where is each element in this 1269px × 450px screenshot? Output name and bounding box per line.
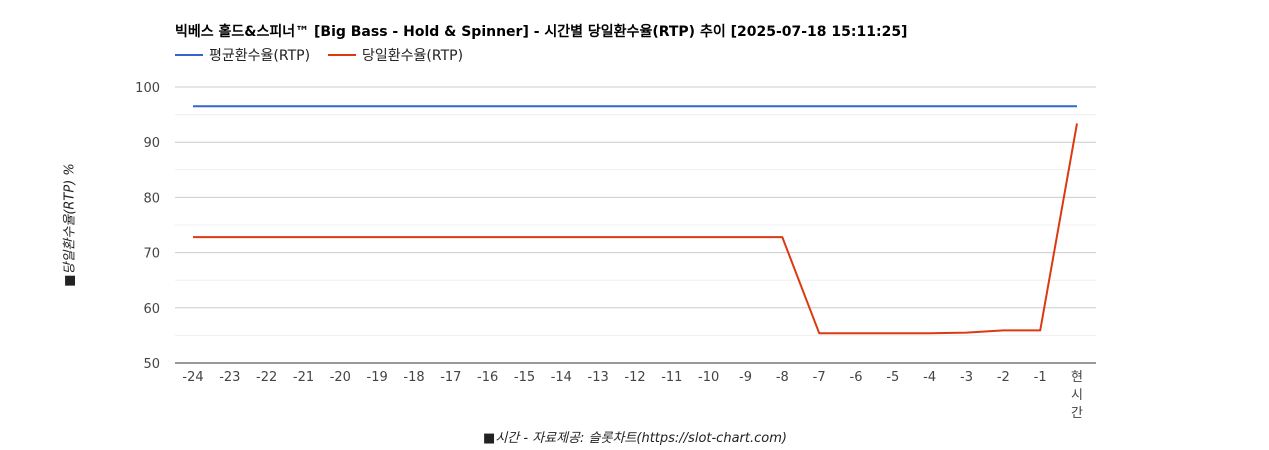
series-0-point — [524, 105, 526, 107]
series-1-point — [745, 236, 747, 238]
series-1-point — [597, 236, 599, 238]
series-0-point — [192, 105, 194, 107]
x-tick-label: -15 — [514, 370, 535, 385]
y-tick-label: 70 — [143, 247, 160, 262]
series-1-point — [818, 332, 820, 334]
legend-label-daily-rtp: 당일환수율(RTP) — [362, 48, 464, 64]
series-0-point — [818, 105, 820, 107]
x-tick-label: -6 — [850, 370, 863, 385]
series-0-point — [339, 105, 341, 107]
series-1-point — [671, 236, 673, 238]
x-tick-label: -9 — [739, 370, 752, 385]
series-0-point — [671, 105, 673, 107]
legend-item-daily-rtp[interactable]: 당일환수율(RTP) — [328, 45, 463, 65]
x-tick-label: -21 — [293, 370, 314, 385]
y-tick-label: 60 — [143, 302, 160, 317]
series-1-point — [266, 236, 268, 238]
legend: 평균환수율(RTP) 당일환수율(RTP) — [175, 45, 481, 65]
series-1-point — [450, 236, 452, 238]
series-1-point — [303, 236, 305, 238]
series-1-point — [708, 236, 710, 238]
series-0-point — [634, 105, 636, 107]
x-axis-label: ■시간 - 자료제공: 슬롯차트(https://slot-chart.com) — [483, 431, 787, 446]
legend-label-average-rtp: 평균환수율(RTP) — [209, 48, 311, 64]
series-0-point — [303, 105, 305, 107]
y-tick-label: 100 — [135, 81, 160, 96]
series-1-point — [1076, 122, 1078, 124]
series-0-point — [929, 105, 931, 107]
x-tick-label: -17 — [440, 370, 461, 385]
x-tick-label: -4 — [923, 370, 936, 385]
series-1-point — [413, 236, 415, 238]
series-1-point — [339, 236, 341, 238]
x-tick-label: -16 — [477, 370, 498, 385]
y-tick-label: 80 — [143, 191, 160, 206]
series-1-point — [966, 332, 968, 334]
series-0-point — [229, 105, 231, 107]
series-0-point — [597, 105, 599, 107]
series-1-point — [487, 236, 489, 238]
series-0-point — [413, 105, 415, 107]
series-0-point — [892, 105, 894, 107]
x-tick-label: -24 — [182, 370, 203, 385]
series-0-point — [376, 105, 378, 107]
x-tick-label: -10 — [698, 370, 719, 385]
legend-item-average-rtp[interactable]: 평균환수율(RTP) — [175, 45, 310, 65]
x-tick-label: -5 — [886, 370, 899, 385]
series-1-point — [1002, 329, 1004, 331]
x-tick-label: -12 — [624, 370, 645, 385]
series-0-point — [966, 105, 968, 107]
y-tick-label: 50 — [143, 357, 160, 372]
x-tick-label: -3 — [960, 370, 973, 385]
series-0-point — [1002, 105, 1004, 107]
series-0-point — [266, 105, 268, 107]
x-tick-label: -19 — [367, 370, 388, 385]
series-line-1 — [193, 123, 1078, 335]
series-0-point — [708, 105, 710, 107]
series-1-point — [229, 236, 231, 238]
x-tick-label: -2 — [997, 370, 1010, 385]
y-tick-label: 90 — [143, 136, 160, 151]
x-tick-label: -22 — [256, 370, 277, 385]
series-1-point — [929, 332, 931, 334]
series-0-point — [487, 105, 489, 107]
series-1-point — [634, 236, 636, 238]
series-1-point — [376, 236, 378, 238]
series-0-point — [855, 105, 857, 107]
series-1-point — [781, 236, 783, 238]
legend-swatch-daily-rtp — [328, 54, 357, 56]
x-tick-label: -18 — [403, 370, 424, 385]
x-tick-label: -8 — [776, 370, 789, 385]
series-1-point — [1039, 329, 1041, 331]
series-0-point — [745, 105, 747, 107]
x-tick-label: -23 — [219, 370, 240, 385]
x-tick-label: -14 — [551, 370, 572, 385]
series-1-point — [192, 236, 194, 238]
series-1-point — [524, 236, 526, 238]
series-0-point — [1076, 105, 1078, 107]
series-1-point — [560, 236, 562, 238]
series-0-point — [450, 105, 452, 107]
x-tick-label: -11 — [661, 370, 682, 385]
series-0-point — [560, 105, 562, 107]
x-tick-label: -7 — [813, 370, 826, 385]
series-1-point — [855, 332, 857, 334]
chart-title: 빅베스 홀드&스피너™ [Big Bass - Hold & Spinner] … — [175, 24, 908, 40]
series-1-point — [892, 332, 894, 334]
x-tick-label: -20 — [330, 370, 351, 385]
series-0-point — [781, 105, 783, 107]
legend-swatch-average-rtp — [175, 54, 203, 56]
series-0-point — [1039, 105, 1041, 107]
x-tick-label: -13 — [588, 370, 609, 385]
x-tick-label: -1 — [1034, 370, 1047, 385]
